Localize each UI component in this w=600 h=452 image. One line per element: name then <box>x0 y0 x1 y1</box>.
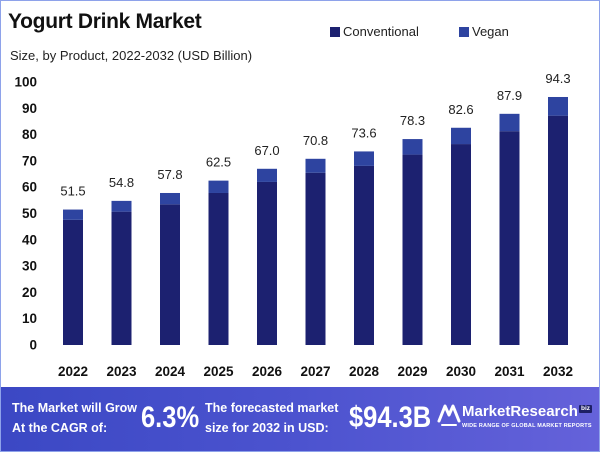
x-axis-labels: 2022 2023 2024 2025 2026 2027 2028 2029 2030 2031… <box>58 364 573 379</box>
bar-conventional-2025 <box>208 192 229 345</box>
cagr-value: 6.3% <box>141 401 200 434</box>
data-label-2024: 57.8 <box>157 167 182 182</box>
bar-vegan-2029 <box>402 139 423 155</box>
legend-label-vegan: Vegan <box>472 24 509 39</box>
y-tick-label-0: 0 <box>29 338 37 353</box>
data-label-2026: 67.0 <box>254 143 279 158</box>
x-tick-label-2031: 2031 <box>494 364 525 379</box>
x-tick-label-2025: 2025 <box>203 364 234 379</box>
cagr-caption: The Market will Grow At the CAGR of: <box>12 398 137 438</box>
bar-vegan-2030 <box>451 127 471 145</box>
bars <box>63 96 568 345</box>
legend-swatch-conventional <box>330 27 340 37</box>
bar-conventional-2031 <box>499 131 520 345</box>
data-label-2022: 51.5 <box>60 184 85 199</box>
bar-conventional-2032 <box>548 115 568 345</box>
chart-subtitle: Size, by Product, 2022-2032 (USD Billion… <box>10 48 253 63</box>
x-tick-label-2026: 2026 <box>252 364 283 379</box>
data-label-2030: 82.6 <box>448 102 473 117</box>
y-tick-label-100: 100 <box>14 75 37 90</box>
legend-label-conventional: Conventional <box>343 24 419 39</box>
data-label-2023: 54.8 <box>109 175 134 190</box>
x-tick-label-2022: 2022 <box>58 364 88 379</box>
data-labels: 51.5 54.8 57.8 62.5 67.0 70.8 73.6 78.3 82.6 87.9… <box>60 71 570 199</box>
brand-tagline: WIDE RANGE OF GLOBAL MARKET REPORTS <box>462 423 592 429</box>
data-label-2031: 87.9 <box>497 88 522 103</box>
legend-item-conventional: Conventional <box>330 24 419 40</box>
x-tick-label-2028: 2028 <box>349 364 380 379</box>
bar-vegan-2026 <box>257 168 277 182</box>
cagr-caption-line-2: At the CAGR of: <box>12 421 108 435</box>
y-tick-label-10: 10 <box>22 311 37 326</box>
y-tick-label-70: 70 <box>22 153 37 168</box>
cagr-caption-line-1: The Market will Grow <box>12 401 138 415</box>
y-tick-label-80: 80 <box>22 127 37 142</box>
bar-vegan-2028 <box>354 151 374 166</box>
forecast-caption-line-2: size for 2032 in USD: <box>205 421 329 435</box>
bar-conventional-2022 <box>63 219 83 345</box>
y-tick-label-60: 60 <box>22 180 37 195</box>
bar-vegan-2027 <box>305 158 326 173</box>
forecast-caption: The forecasted market size for 2032 in U… <box>205 398 338 438</box>
x-tick-label-2029: 2029 <box>397 364 427 379</box>
y-tick-label-30: 30 <box>22 259 37 274</box>
x-tick-label-2023: 2023 <box>106 364 137 379</box>
bar-vegan-2025 <box>208 180 229 193</box>
y-tick-label-50: 50 <box>22 206 37 221</box>
brand-suffix-badge: biz <box>579 405 593 413</box>
x-tick-label-2030: 2030 <box>446 364 476 379</box>
bar-vegan-2022 <box>63 209 83 220</box>
bar-vegan-2023 <box>111 200 132 212</box>
data-label-2025: 62.5 <box>206 155 231 170</box>
legend-swatch-vegan <box>459 27 469 37</box>
bar-conventional-2024 <box>160 204 180 345</box>
x-tick-label-2024: 2024 <box>155 364 186 379</box>
bar-conventional-2023 <box>111 211 132 345</box>
bar-conventional-2030 <box>451 144 471 345</box>
brand-name: MarketResearch <box>462 403 578 420</box>
x-tick-label-2032: 2032 <box>543 364 573 379</box>
bar-vegan-2032 <box>548 96 568 116</box>
y-tick-label-20: 20 <box>22 285 37 300</box>
forecast-value: $94.3B <box>349 401 432 434</box>
data-label-2027: 70.8 <box>303 133 328 148</box>
data-label-2032: 94.3 <box>545 71 570 86</box>
bar-vegan-2031 <box>499 113 520 132</box>
summary-banner: The Market will Grow At the CAGR of: 6.3… <box>0 387 600 452</box>
bar-conventional-2029 <box>402 154 423 345</box>
bar-conventional-2028 <box>354 165 374 345</box>
y-axis-labels: 0 10 20 30 40 50 60 70 80 90 100 <box>14 75 37 353</box>
forecast-caption-line-1: The forecasted market <box>205 401 339 415</box>
y-tick-label-90: 90 <box>22 101 37 116</box>
x-tick-label-2027: 2027 <box>300 364 330 379</box>
data-label-2028: 73.6 <box>351 125 376 140</box>
bar-conventional-2026 <box>257 181 277 345</box>
legend-item-vegan: Vegan <box>459 24 509 40</box>
bar-vegan-2024 <box>160 192 180 205</box>
data-label-2029: 78.3 <box>400 113 425 128</box>
bar-conventional-2027 <box>305 172 326 345</box>
market-research-logo-icon <box>437 404 461 426</box>
y-tick-label-40: 40 <box>22 232 37 247</box>
chart-title: Yogurt Drink Market <box>8 10 202 33</box>
